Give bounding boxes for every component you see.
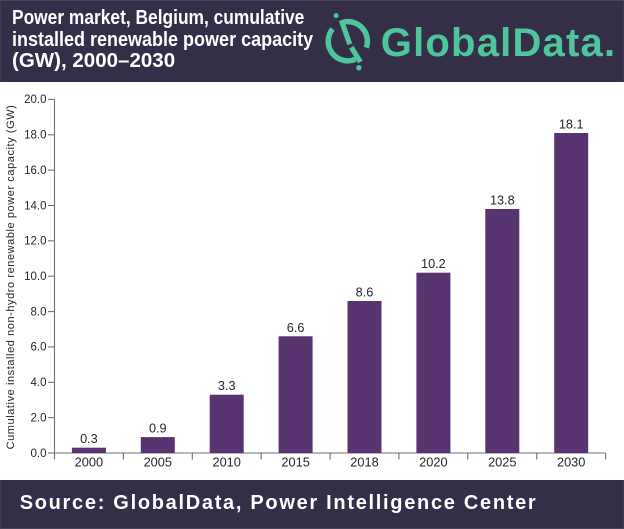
svg-text:6.6: 6.6 <box>287 321 305 335</box>
svg-text:2015: 2015 <box>281 454 309 469</box>
svg-text:0.9: 0.9 <box>149 422 167 436</box>
svg-text:8.0: 8.0 <box>31 306 47 318</box>
svg-text:2005: 2005 <box>144 454 172 469</box>
svg-text:2010: 2010 <box>212 454 240 469</box>
svg-text:0.0: 0.0 <box>31 448 47 460</box>
svg-text:18.0: 18.0 <box>24 130 46 142</box>
svg-text:6.0: 6.0 <box>31 342 47 354</box>
svg-text:10.2: 10.2 <box>421 257 446 271</box>
svg-text:2.0: 2.0 <box>31 412 47 424</box>
svg-text:0.3: 0.3 <box>80 432 98 446</box>
svg-text:3.3: 3.3 <box>218 379 236 393</box>
svg-text:4.0: 4.0 <box>31 377 47 389</box>
svg-text:2020: 2020 <box>419 454 447 469</box>
svg-text:2018: 2018 <box>350 454 378 469</box>
svg-text:10.0: 10.0 <box>24 271 46 283</box>
svg-text:2030: 2030 <box>557 454 585 469</box>
svg-text:18.1: 18.1 <box>559 118 584 132</box>
svg-text:12.0: 12.0 <box>24 236 46 248</box>
svg-text:20.0: 20.0 <box>24 94 46 106</box>
svg-text:13.8: 13.8 <box>490 194 515 208</box>
svg-text:GlobalData.: GlobalData. <box>381 21 616 65</box>
svg-text:2025: 2025 <box>488 454 516 469</box>
svg-text:Cumulative installed non-hydro: Cumulative installed non-hydro renewable… <box>5 105 17 450</box>
svg-text:14.0: 14.0 <box>24 200 46 212</box>
svg-text:16.0: 16.0 <box>24 165 46 177</box>
svg-text:8.6: 8.6 <box>356 286 374 300</box>
svg-text:2000: 2000 <box>75 454 103 469</box>
